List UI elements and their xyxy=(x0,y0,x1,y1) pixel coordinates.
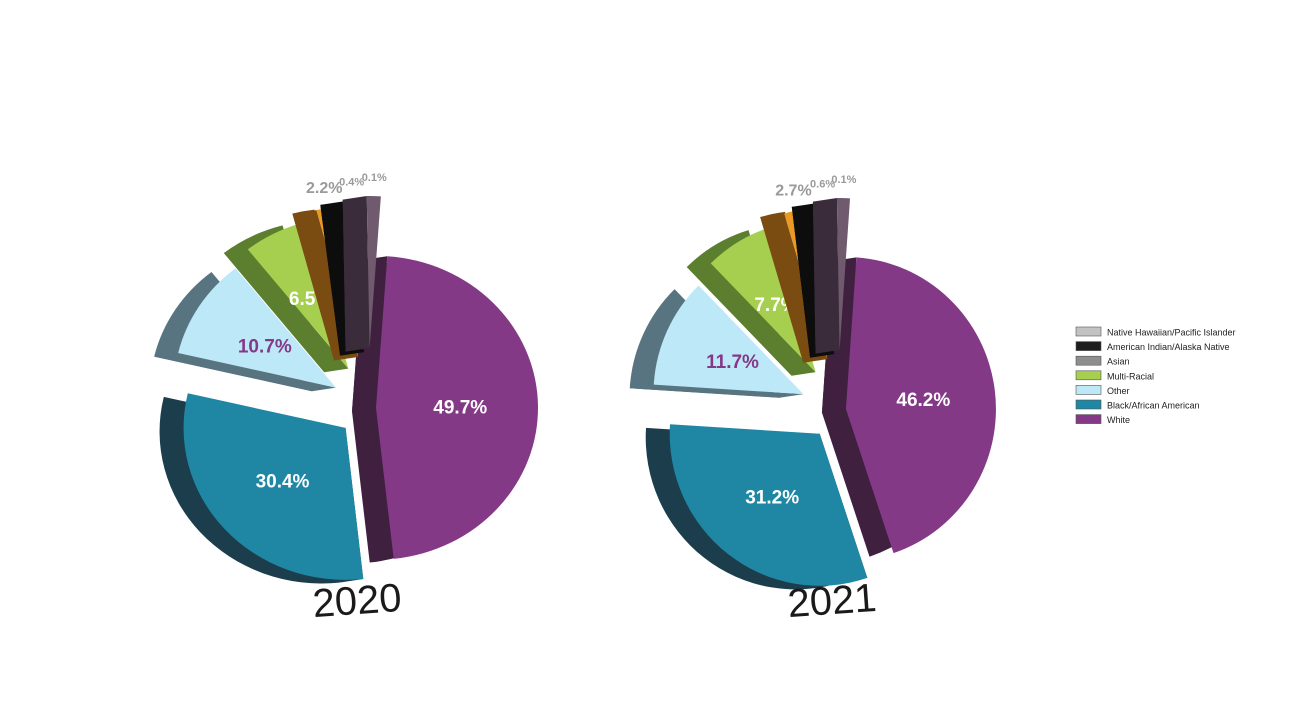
data-label-black-african-american-2020: 30.4% xyxy=(256,471,310,492)
data-label-white-2020: 49.7% xyxy=(433,397,487,418)
slice-edge-native-hawaiian-pacific-islander xyxy=(342,196,370,352)
slice-black-african-american-2020: 30.4% xyxy=(159,393,364,584)
pie-chart-2021: 46.2% 31.2% 11.7%7.7% 2.7%0.6%0.1% xyxy=(629,174,996,590)
slice-face-native-hawaiian-pacific-islander xyxy=(366,196,381,349)
slice-other-2020: 10.7% xyxy=(154,268,336,392)
legend-item-white: White xyxy=(1075,414,1130,425)
data-label-native-hawaiian-pacific-islander-2021: 0.1% xyxy=(831,174,856,186)
data-label-asian-2020: 2.2% xyxy=(306,180,342,197)
slice-black-african-american-2021: 31.2% xyxy=(645,424,868,590)
legend-swatch xyxy=(1075,370,1102,381)
data-label-american-indian-alaska-native-2020: 0.4% xyxy=(339,176,364,188)
data-label-other-2021: 11.7% xyxy=(706,352,759,373)
legend-label: Multi-Racial xyxy=(1107,371,1154,381)
data-label-native-hawaiian-pacific-islander-2020: 0.1% xyxy=(362,172,387,184)
legend-item-multi-racial: Multi-Racial xyxy=(1075,370,1154,381)
slice-multi-racial-2021: 7.7% xyxy=(686,226,816,376)
legend-label: Black/African American xyxy=(1107,401,1200,411)
slice-edge-other xyxy=(154,353,336,392)
legend-swatch xyxy=(1075,355,1102,366)
pie-chart-2020: 49.7% 30.4% 10.7%6.5% 2.2%0.4%0.1% xyxy=(154,172,538,584)
chart-title-2021: 2021 xyxy=(786,576,878,626)
slice-edge-multi-racial xyxy=(223,249,349,373)
data-label-asian-2021: 2.7% xyxy=(775,182,811,199)
legend-item-black-african-american: Black/African American xyxy=(1075,399,1200,411)
legend-swatch xyxy=(1075,326,1102,337)
slice-other-2021: 11.7% xyxy=(629,285,804,398)
legend-swatch xyxy=(1075,341,1102,351)
slice-white-2021: 46.2% xyxy=(821,257,996,557)
slice-face-other xyxy=(178,268,336,388)
slice-face-native-hawaiian-pacific-islander xyxy=(836,198,851,351)
data-label-white-2021: 46.2% xyxy=(896,390,950,411)
data-label-american-indian-alaska-native-2021: 0.6% xyxy=(810,178,835,190)
chart-title-2020: 2020 xyxy=(311,576,403,626)
slice-native-hawaiian-pacific-islander-2021: 0.1% xyxy=(812,174,857,354)
legend-item-american-indian-alaska-native: American Indian/Alaska Native xyxy=(1075,341,1230,352)
legend-swatch xyxy=(1075,385,1102,395)
slice-white-2020: 49.7% xyxy=(351,256,538,563)
slice-native-hawaiian-pacific-islander-2020: 0.1% xyxy=(342,172,387,352)
slice-face-black-african-american xyxy=(183,393,364,580)
slice-face-other xyxy=(653,285,804,395)
slice-multi-racial-2020: 6.5% xyxy=(223,221,349,373)
legend-swatch xyxy=(1075,414,1102,424)
legend-item-other: Other xyxy=(1075,385,1130,396)
slice-face-white xyxy=(845,257,996,554)
slice-face-white xyxy=(375,256,538,559)
slice-edge-native-hawaiian-pacific-islander xyxy=(812,198,840,354)
legend-item-asian: Asian xyxy=(1075,355,1130,367)
legend-label: Asian xyxy=(1107,357,1130,367)
legend-label: Native Hawaiian/Pacific Islander xyxy=(1107,328,1236,338)
slice-edge-other xyxy=(629,384,804,398)
legend-item-native-hawaiian-pacific-islander: Native Hawaiian/Pacific Islander xyxy=(1075,326,1236,338)
slice-face-multi-racial xyxy=(247,221,349,369)
legend: Native Hawaiian/Pacific Islander American… xyxy=(1075,326,1236,425)
legend-label: White xyxy=(1107,415,1130,425)
slice-edge-multi-racial xyxy=(686,263,816,376)
data-label-black-african-american-2021: 31.2% xyxy=(745,487,799,508)
legend-label: Other xyxy=(1107,386,1130,396)
legend-swatch xyxy=(1075,399,1102,410)
slice-face-black-african-american xyxy=(669,424,868,586)
legend-label: American Indian/Alaska Native xyxy=(1107,342,1230,352)
slice-face-multi-racial xyxy=(710,226,816,373)
data-label-other-2020: 10.7% xyxy=(238,336,292,357)
